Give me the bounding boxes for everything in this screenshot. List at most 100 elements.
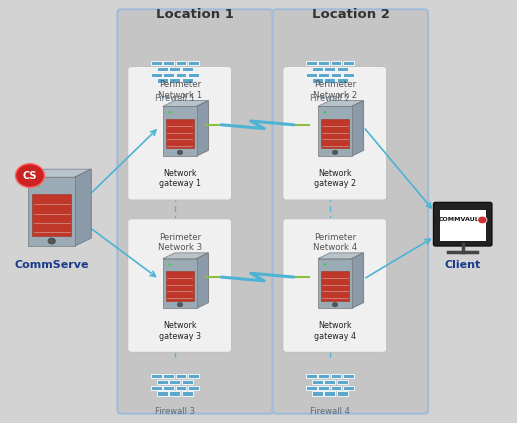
Polygon shape	[196, 253, 208, 308]
FancyBboxPatch shape	[312, 78, 323, 83]
FancyBboxPatch shape	[170, 391, 180, 396]
FancyBboxPatch shape	[325, 78, 335, 83]
Polygon shape	[28, 169, 91, 177]
Polygon shape	[352, 101, 363, 156]
Text: Network
gateway 1: Network gateway 1	[159, 169, 201, 188]
FancyBboxPatch shape	[182, 78, 193, 83]
Polygon shape	[196, 101, 208, 156]
FancyBboxPatch shape	[272, 9, 428, 414]
FancyBboxPatch shape	[337, 391, 347, 396]
Circle shape	[324, 111, 326, 113]
FancyBboxPatch shape	[176, 374, 187, 379]
Text: Perimeter
Network 2: Perimeter Network 2	[313, 80, 357, 100]
FancyBboxPatch shape	[166, 271, 194, 301]
FancyBboxPatch shape	[337, 380, 347, 384]
FancyBboxPatch shape	[433, 203, 492, 246]
Text: COMMVAULT: COMMVAULT	[439, 217, 482, 222]
FancyBboxPatch shape	[306, 386, 316, 390]
FancyBboxPatch shape	[318, 374, 329, 379]
FancyBboxPatch shape	[343, 386, 354, 390]
FancyBboxPatch shape	[343, 61, 354, 66]
Text: Network
gateway 4: Network gateway 4	[314, 321, 356, 341]
FancyBboxPatch shape	[337, 67, 347, 71]
Circle shape	[169, 264, 171, 266]
FancyBboxPatch shape	[318, 61, 329, 66]
FancyBboxPatch shape	[188, 61, 199, 66]
FancyBboxPatch shape	[283, 66, 387, 200]
Circle shape	[478, 216, 487, 224]
FancyBboxPatch shape	[151, 73, 162, 77]
Circle shape	[16, 164, 44, 187]
FancyBboxPatch shape	[157, 391, 168, 396]
FancyBboxPatch shape	[163, 386, 174, 390]
Polygon shape	[75, 169, 91, 246]
FancyBboxPatch shape	[318, 107, 352, 156]
FancyBboxPatch shape	[306, 73, 316, 77]
FancyBboxPatch shape	[188, 73, 199, 77]
Polygon shape	[352, 253, 363, 308]
FancyBboxPatch shape	[318, 259, 352, 308]
Polygon shape	[318, 101, 363, 107]
FancyBboxPatch shape	[28, 177, 75, 246]
FancyBboxPatch shape	[117, 9, 273, 414]
Polygon shape	[163, 253, 208, 259]
Text: Firewall 1: Firewall 1	[155, 94, 195, 103]
FancyBboxPatch shape	[306, 374, 316, 379]
Text: Network
gateway 3: Network gateway 3	[159, 321, 201, 341]
FancyBboxPatch shape	[337, 78, 347, 83]
FancyBboxPatch shape	[157, 67, 168, 71]
FancyBboxPatch shape	[151, 374, 162, 379]
FancyBboxPatch shape	[157, 380, 168, 384]
FancyBboxPatch shape	[312, 67, 323, 71]
Text: Perimeter
Network 4: Perimeter Network 4	[313, 233, 357, 252]
FancyBboxPatch shape	[151, 386, 162, 390]
FancyBboxPatch shape	[331, 386, 341, 390]
FancyBboxPatch shape	[188, 374, 199, 379]
FancyBboxPatch shape	[176, 386, 187, 390]
Circle shape	[324, 264, 326, 266]
FancyBboxPatch shape	[128, 219, 232, 352]
Text: Firewall 3: Firewall 3	[155, 407, 195, 416]
FancyBboxPatch shape	[170, 78, 180, 83]
FancyBboxPatch shape	[128, 66, 232, 200]
FancyBboxPatch shape	[157, 78, 168, 83]
FancyBboxPatch shape	[166, 119, 194, 148]
Circle shape	[177, 302, 183, 307]
Text: Location 2: Location 2	[312, 8, 389, 21]
FancyBboxPatch shape	[312, 380, 323, 384]
Circle shape	[48, 238, 55, 244]
Circle shape	[177, 150, 183, 155]
Circle shape	[332, 302, 338, 307]
Circle shape	[169, 111, 171, 113]
FancyBboxPatch shape	[32, 194, 71, 236]
FancyBboxPatch shape	[182, 391, 193, 396]
Circle shape	[36, 184, 40, 187]
FancyBboxPatch shape	[331, 374, 341, 379]
FancyBboxPatch shape	[170, 380, 180, 384]
FancyBboxPatch shape	[318, 73, 329, 77]
FancyBboxPatch shape	[439, 210, 486, 241]
FancyBboxPatch shape	[163, 61, 174, 66]
FancyBboxPatch shape	[325, 391, 335, 396]
FancyBboxPatch shape	[306, 61, 316, 66]
Text: Firewall 4: Firewall 4	[310, 407, 350, 416]
Text: CS: CS	[23, 170, 37, 181]
Text: Client: Client	[445, 260, 481, 270]
FancyBboxPatch shape	[283, 219, 387, 352]
FancyBboxPatch shape	[312, 391, 323, 396]
Text: CommServe: CommServe	[14, 260, 89, 270]
Text: Location 1: Location 1	[157, 8, 234, 21]
Polygon shape	[163, 101, 208, 107]
FancyBboxPatch shape	[325, 380, 335, 384]
FancyBboxPatch shape	[163, 259, 196, 308]
Polygon shape	[318, 253, 363, 259]
FancyBboxPatch shape	[163, 107, 196, 156]
FancyBboxPatch shape	[321, 271, 349, 301]
FancyBboxPatch shape	[151, 61, 162, 66]
Text: Network
gateway 2: Network gateway 2	[314, 169, 356, 188]
Text: Perimeter
Network 3: Perimeter Network 3	[158, 233, 202, 252]
FancyBboxPatch shape	[182, 380, 193, 384]
Text: Perimeter
Network 1: Perimeter Network 1	[158, 80, 202, 100]
FancyBboxPatch shape	[163, 374, 174, 379]
FancyBboxPatch shape	[343, 73, 354, 77]
